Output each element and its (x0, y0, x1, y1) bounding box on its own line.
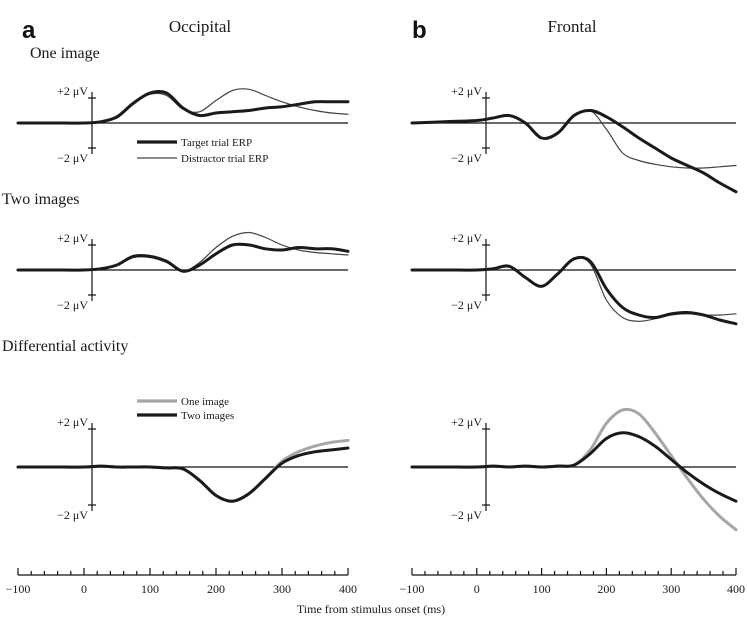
frontal-one-image-minus-2uv-label: −2 μV (451, 151, 482, 165)
occipital-x-tick-label: 100 (141, 582, 159, 596)
frontal-x-tick-label: 200 (597, 582, 615, 596)
frontal-differential-plus-2uv-label: +2 μV (451, 415, 482, 429)
legend-trials: Target trial ERP Distractor trial ERP (137, 137, 268, 165)
frontal-one-image-target-trial-erp-trace (410, 108, 738, 194)
occipital-x-tick-label: 200 (207, 582, 225, 596)
row-label-differential: Differential activity (2, 338, 128, 355)
frontal-differential-minus-2uv-label: −2 μV (451, 508, 482, 522)
traces-layer (16, 88, 738, 532)
occipital-differential-plus-2uv-label: +2 μV (57, 415, 88, 429)
occipital-x-tick-label: −100 (6, 582, 31, 596)
frontal-two-images-target-trial-erp-trace (410, 255, 738, 326)
legend-target-label: Target trial ERP (181, 137, 252, 149)
occipital-x-tick-label: 400 (339, 582, 357, 596)
legend-differential: One image Two images (137, 396, 234, 422)
occipital-differential-two-images-trace (16, 446, 350, 503)
legend-two-images-label: Two images (181, 410, 234, 422)
occipital-x-tick-label: 300 (273, 582, 291, 596)
panel-b-title: Frontal (547, 17, 596, 36)
frontal-x-tick-label: 0 (474, 582, 480, 596)
frontal-two-images-minus-2uv-label: −2 μV (451, 298, 482, 312)
row-label-one-image: One image (30, 45, 100, 62)
frontal-x-tick-label: 400 (727, 582, 745, 596)
occipital-differential-one-image-trace (16, 438, 350, 503)
occipital-one-image-target-trial-erp-trace (16, 89, 350, 125)
occipital-two-images-minus-2uv-label: −2 μV (57, 298, 88, 312)
panel-a-title: Occipital (169, 17, 232, 36)
row-label-two-images: Two images (2, 191, 80, 208)
frontal-x-tick-label: −100 (400, 582, 425, 596)
occipital-one-image-minus-2uv-label: −2 μV (57, 151, 88, 165)
axes-layer: +2 μV −2 μV +2 μV −2 μV +2 μV −2 μV +2 μV −2 μV… (6, 84, 745, 596)
legend-distractor-label: Distractor trial ERP (181, 153, 268, 165)
occipital-one-image-plus-2uv-label: +2 μV (57, 84, 88, 98)
frontal-one-image-plus-2uv-label: +2 μV (451, 84, 482, 98)
occipital-differential-minus-2uv-label: −2 μV (57, 508, 88, 522)
occipital-x-tick-label: 0 (81, 582, 87, 596)
frontal-differential-two-images-trace (410, 431, 738, 503)
x-axis-title: Time from stimulus onset (ms) (297, 602, 445, 616)
panel-b-letter: b (412, 17, 427, 44)
frontal-two-images-plus-2uv-label: +2 μV (451, 231, 482, 245)
panel-a-letter: a (22, 17, 36, 44)
legend-one-image-label: One image (181, 396, 229, 408)
occipital-two-images-target-trial-erp-trace (16, 242, 350, 273)
frontal-x-tick-label: 100 (533, 582, 551, 596)
frontal-x-tick-label: 300 (662, 582, 680, 596)
occipital-two-images-plus-2uv-label: +2 μV (57, 231, 88, 245)
